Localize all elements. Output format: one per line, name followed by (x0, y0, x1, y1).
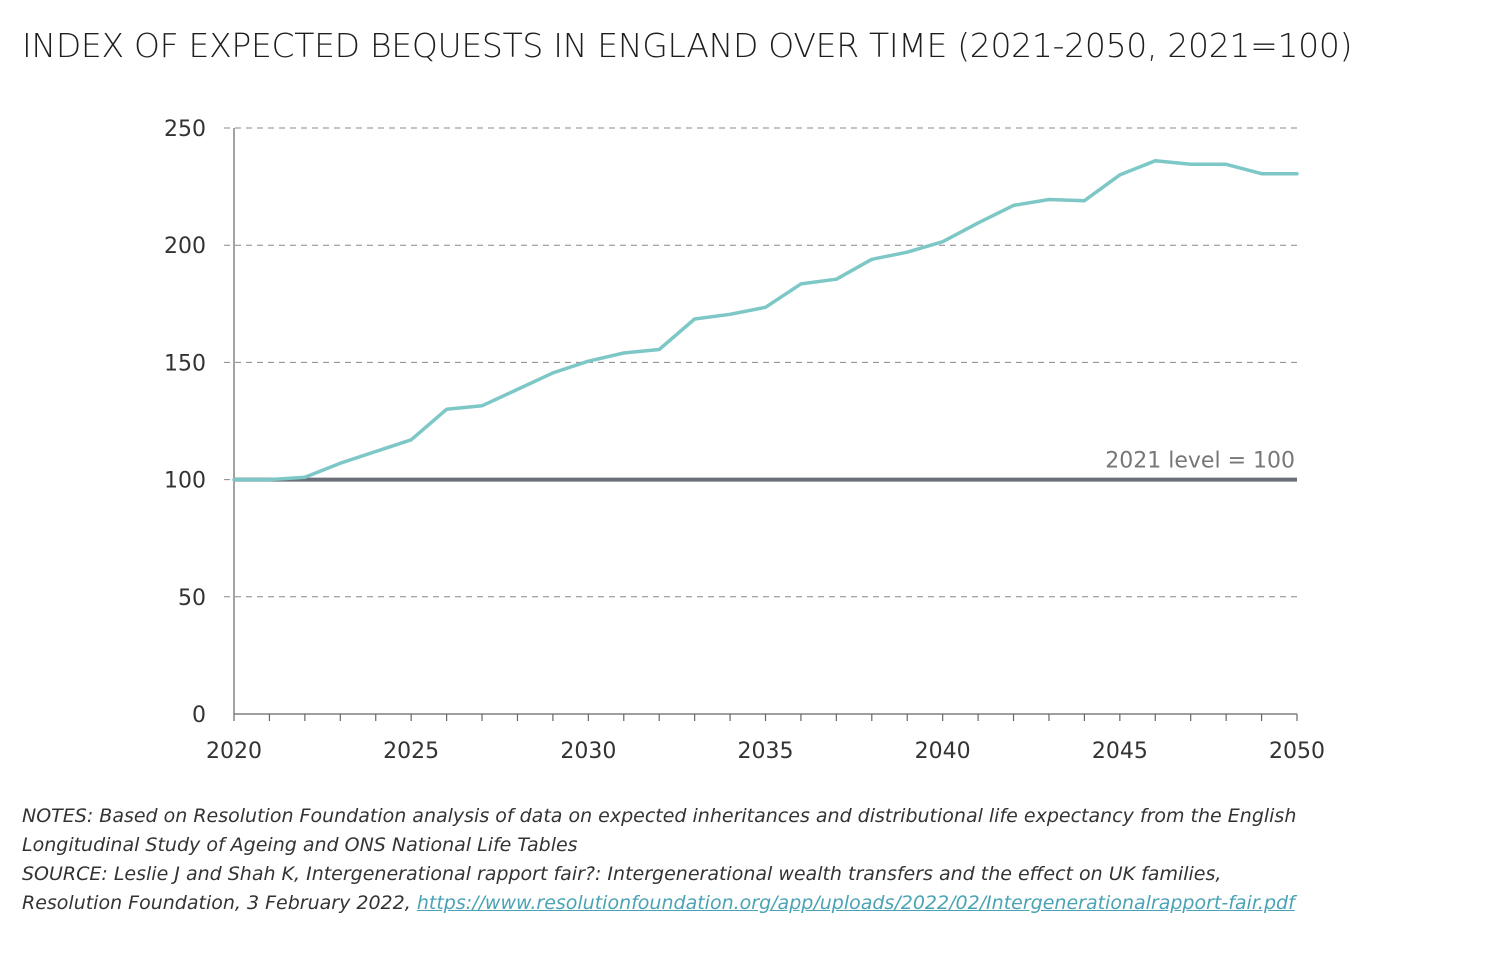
x-tick-label-2020: 2020 (206, 739, 262, 764)
data-point-2042 (1012, 204, 1015, 207)
data-point-2025 (409, 438, 413, 441)
notes-line-2: Longitudinal Study of Ageing and ONS Nat… (22, 834, 578, 856)
y-tick-label-100: 100 (164, 469, 206, 494)
x-tick-label-2035: 2035 (738, 739, 794, 764)
reference-line-label: 2021 level = 100 (1105, 449, 1295, 474)
data-point-2027 (480, 404, 484, 407)
x-tick-label-2045: 2045 (1092, 739, 1148, 764)
axes (233, 128, 1298, 721)
source-link[interactable]: https://www.resolutionfoundation.org/app… (416, 892, 1295, 914)
notes-line-1: NOTES: Based on Resolution Foundation an… (22, 805, 1297, 827)
data-point-2029 (551, 371, 555, 375)
source-line-2: Resolution Foundation, 3 February 2022, … (22, 889, 1492, 918)
data-point-2024 (374, 450, 377, 453)
y-tick-label-200: 200 (164, 234, 206, 259)
data-point-2035 (764, 306, 767, 309)
data-point-2044 (1083, 199, 1086, 202)
data-point-2040 (941, 240, 944, 243)
data-point-2031 (622, 351, 625, 355)
data-point-2046 (1154, 159, 1157, 163)
data-point-2048 (1224, 163, 1228, 166)
data-point-2030 (587, 360, 590, 363)
grid-lines (224, 127, 1297, 598)
series-line-0 (232, 159, 1299, 482)
data-point-2043 (1047, 198, 1051, 201)
chart-title: INDEX OF EXPECTED BEQUESTS IN ENGLAND OV… (22, 26, 1353, 65)
data-point-2028 (516, 388, 519, 391)
x-tick-label-2030: 2030 (560, 739, 616, 764)
data-point-2045 (1118, 173, 1122, 177)
data-point-2039 (906, 251, 909, 254)
y-tick-label-150: 150 (164, 351, 206, 376)
data-point-2033 (693, 317, 696, 321)
x-tick-label-2050: 2050 (1269, 739, 1325, 764)
data-point-2037 (835, 277, 838, 281)
y-tick-label-0: 0 (192, 703, 206, 728)
source-line-1: SOURCE: Leslie J and Shah K, Intergenera… (22, 863, 1222, 885)
data-point-2023 (339, 461, 342, 465)
data-point-2036 (799, 282, 803, 286)
data-point-2034 (728, 313, 732, 316)
data-point-2020 (232, 478, 236, 481)
series-group (232, 159, 1299, 482)
x-tick-label-2040: 2040 (915, 739, 971, 764)
data-point-2041 (976, 221, 980, 225)
data-point-2050 (1295, 172, 1299, 175)
y-tick-label-50: 50 (178, 586, 206, 611)
reference-line-group: 2021 level = 100 (234, 449, 1297, 482)
chart-notes: NOTES: Based on Resolution Foundation an… (22, 802, 1492, 918)
x-tick-label-2025: 2025 (383, 739, 439, 764)
line-chart: 2021 level = 100 0 50 100 150 200 250 2020 2025… (164, 117, 1325, 764)
data-point-2026 (445, 408, 448, 411)
data-point-2022 (303, 476, 307, 479)
data-point-2038 (870, 258, 873, 261)
data-point-2021 (268, 478, 271, 481)
data-point-2032 (658, 348, 661, 351)
source-line-2-text: Resolution Foundation, 3 February 2022, (22, 892, 417, 914)
y-tick-label-250: 250 (164, 117, 206, 142)
data-point-2047 (1189, 163, 1192, 166)
data-point-2049 (1260, 172, 1263, 175)
